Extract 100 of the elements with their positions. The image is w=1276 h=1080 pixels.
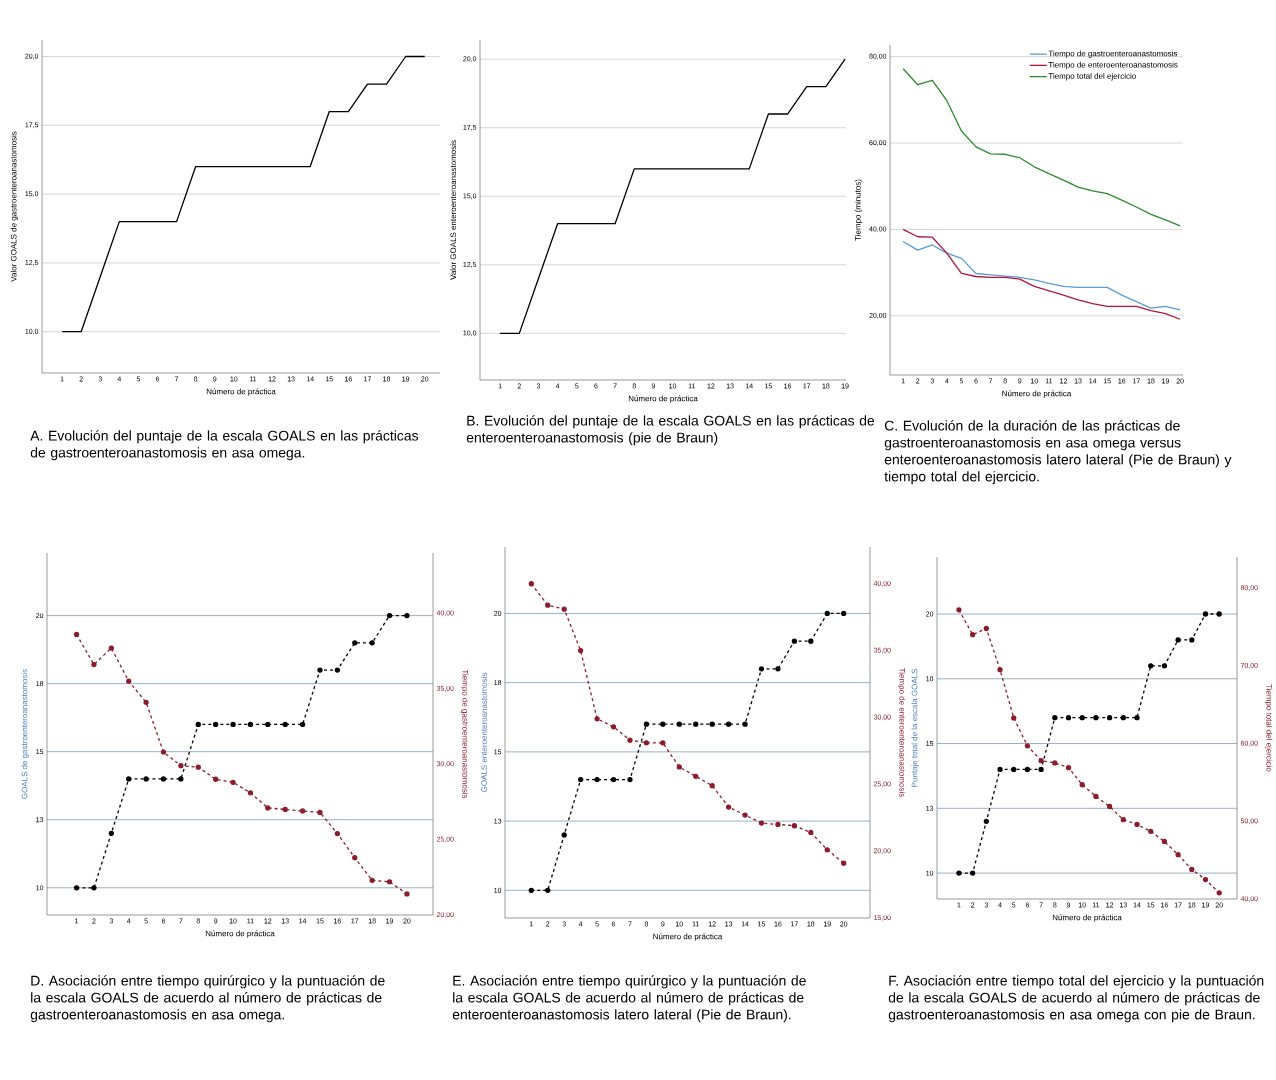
point [824, 610, 830, 617]
text: E. Asociación entre tiempo quirúrgico y la puntuación de la escala GOALS de acuerdo al número de prácticas de enteroenteroanastomosis latero lateral (Pie de Braun). [452, 975, 806, 1023]
point [1120, 817, 1126, 823]
point [143, 776, 149, 782]
point [299, 721, 306, 728]
point [528, 887, 534, 893]
point [709, 721, 715, 727]
point [160, 776, 167, 782]
point [1202, 611, 1209, 617]
point [1011, 715, 1017, 721]
point [160, 749, 167, 755]
point [1216, 611, 1222, 617]
point [594, 776, 600, 783]
point [265, 721, 271, 728]
text: C. Evolución de la duración de las prácticas de gastroenteroanastomosis en asa omega versus enteroenteroanastomosis latero lateral (Pie de Braun) y tiempo total del ejercicio. [884, 420, 1232, 485]
point [1011, 766, 1017, 773]
point [178, 763, 184, 769]
point [956, 607, 962, 613]
point [1134, 821, 1140, 828]
point [956, 870, 962, 876]
point [676, 764, 682, 770]
point [610, 724, 617, 730]
text: A. Evolución del puntaje de la escala GOALS en las prácticas de gastroenteroanastomosis en asa omega. [30, 430, 419, 461]
point [725, 804, 732, 810]
point [610, 776, 617, 783]
point [1106, 803, 1113, 810]
point [195, 721, 201, 728]
point [91, 885, 97, 891]
point [997, 667, 1003, 673]
point [969, 632, 976, 638]
point [1120, 714, 1126, 721]
point [213, 721, 219, 728]
point [742, 721, 748, 727]
point [1202, 876, 1209, 883]
point [1079, 782, 1085, 788]
point [334, 830, 341, 837]
point [352, 855, 358, 861]
point [693, 721, 699, 727]
point [334, 667, 341, 673]
point [545, 602, 551, 608]
point [91, 661, 97, 668]
point [299, 808, 306, 814]
text: F. Asociación entre tiempo total del ejercicio y la puntuación de la escala GOALS de acuerdo al número de prácticas de gastroenteroanastomosis en asa omega con pie de Braun. [888, 975, 1264, 1023]
point [1134, 714, 1140, 721]
point [282, 806, 288, 813]
text: B. Evolución del puntaje de la escala GOALS en las prácticas de enteroenteroanastomosis (pie de Braun) [466, 415, 875, 446]
point [1079, 714, 1085, 721]
point [983, 625, 989, 632]
point [230, 779, 236, 785]
point [317, 809, 323, 816]
point [1038, 758, 1044, 764]
point [108, 830, 114, 836]
point [676, 721, 682, 727]
point [660, 740, 666, 746]
point [230, 721, 236, 728]
point [369, 640, 375, 646]
text: D. Asociación entre tiempo quirúrgico y la puntuación de la escala GOALS de acuerdo al número de prácticas de gastroenteroanastomosis en asa omega. [30, 975, 385, 1023]
point [1189, 866, 1195, 873]
point [841, 610, 847, 617]
point [643, 740, 650, 746]
point [178, 776, 184, 782]
point [126, 678, 132, 684]
point [791, 823, 798, 829]
point [775, 821, 781, 828]
point [265, 805, 271, 811]
point [317, 667, 323, 673]
point [577, 647, 584, 654]
point [1024, 743, 1031, 749]
point [758, 820, 765, 826]
point [545, 887, 551, 893]
point [126, 776, 132, 782]
point [561, 832, 567, 838]
point [1148, 663, 1154, 669]
point [983, 818, 989, 824]
point [1052, 760, 1058, 766]
point [528, 581, 534, 587]
point [693, 773, 699, 779]
point [1065, 764, 1072, 771]
point [1024, 766, 1031, 773]
point [1189, 637, 1195, 643]
point [282, 721, 288, 728]
point [369, 877, 375, 883]
point [1175, 852, 1181, 858]
point [808, 829, 814, 836]
point [404, 612, 410, 619]
point [841, 860, 847, 866]
point [643, 721, 650, 727]
point [775, 666, 781, 672]
point [791, 638, 798, 644]
point [352, 640, 358, 646]
point [824, 847, 830, 853]
point [404, 891, 410, 897]
point [997, 766, 1003, 773]
point [577, 776, 584, 783]
point [1161, 663, 1168, 669]
point [213, 776, 219, 782]
point [386, 879, 393, 885]
point [108, 645, 114, 651]
point [808, 638, 814, 644]
point [594, 716, 600, 722]
